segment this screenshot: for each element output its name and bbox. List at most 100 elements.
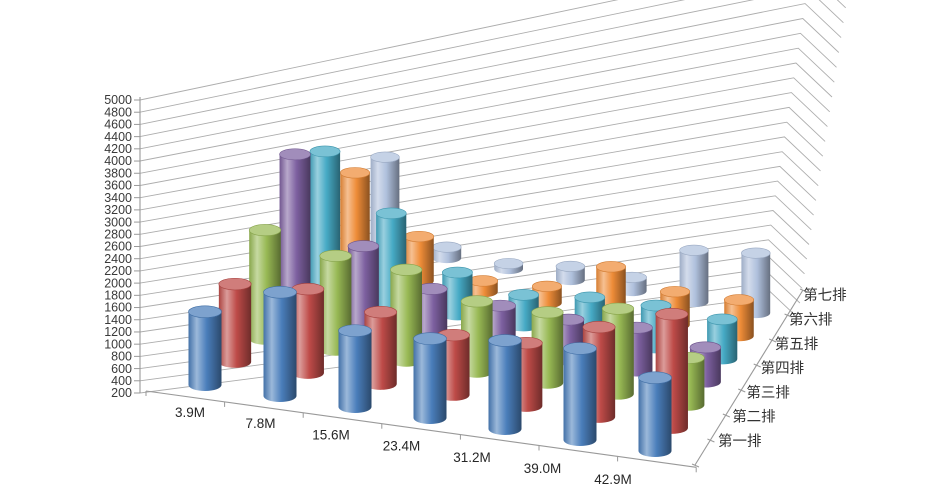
cylinder-top xyxy=(248,224,282,237)
gridline xyxy=(139,180,814,284)
cylinder-body xyxy=(188,311,222,391)
cylinder-top xyxy=(493,258,524,270)
cylinder-top xyxy=(403,230,435,243)
cylinder-top xyxy=(338,324,372,337)
cylinder-body xyxy=(638,377,672,457)
value-axis-label: 2800 xyxy=(104,227,132,241)
cylinder-top xyxy=(640,299,672,312)
cylinder-top xyxy=(531,306,564,319)
value-axis-label: 5000 xyxy=(104,93,132,107)
cylinder-top xyxy=(706,313,738,326)
cylinder-body xyxy=(416,288,448,344)
value-axis-label: 3800 xyxy=(104,166,132,180)
cylinder-第一排-7.8M[interactable] xyxy=(263,285,297,402)
cylinder-top xyxy=(432,241,462,253)
value-axis-label: 2000 xyxy=(104,276,132,290)
cylinder-第一排-3.9M[interactable] xyxy=(188,305,222,391)
cylinder-第二排-3.9M[interactable] xyxy=(218,277,252,368)
gridline xyxy=(139,0,847,113)
cylinder-第五排-23.4M[interactable] xyxy=(508,289,539,332)
gridline xyxy=(139,165,817,272)
cylinder-top xyxy=(741,247,771,259)
cylinder-第六排-15.6M[interactable] xyxy=(467,275,499,298)
value-axis-label: 3200 xyxy=(104,203,132,217)
gridline xyxy=(139,32,837,162)
cylinder-top xyxy=(218,277,252,291)
cylinder-top xyxy=(655,307,689,321)
depth-axis-label: 第一排 xyxy=(718,432,762,450)
cylinder-top xyxy=(339,167,371,179)
cylinder-top xyxy=(319,249,352,262)
value-axis-label: 1000 xyxy=(104,337,132,351)
depth-axis-label: 第六排 xyxy=(789,311,833,329)
cylinder-第一排-39.0M[interactable] xyxy=(563,342,597,446)
cylinder-top xyxy=(375,207,407,220)
cylinder-第六排-23.4M[interactable] xyxy=(531,280,563,309)
cylinder-top xyxy=(601,302,635,315)
cylinder-top xyxy=(370,151,400,163)
cylinder-top xyxy=(460,295,493,308)
cylinder-body xyxy=(364,312,397,390)
category-axis-label: 7.8M xyxy=(245,416,275,431)
cylinder-body xyxy=(291,289,324,379)
cylinders-group xyxy=(188,145,771,457)
depth-axis-tick xyxy=(722,413,731,418)
cylinder-body xyxy=(563,348,597,446)
cylinder-第二排-7.8M[interactable] xyxy=(291,282,325,379)
cylinder-body xyxy=(279,154,311,322)
cylinder-top xyxy=(582,320,616,334)
category-axis-label: 39.0M xyxy=(524,461,562,476)
gridline xyxy=(139,106,826,223)
category-axis: 3.9M 7.8M 15.6M 23.4M 31.2M 39.0M 42.9M xyxy=(145,390,697,487)
cylinder-第一排-23.4M[interactable] xyxy=(413,332,447,424)
cylinder-body xyxy=(338,330,372,413)
cylinder-top xyxy=(531,280,563,292)
gridline xyxy=(139,0,844,125)
cylinder-第七排-23.4M[interactable] xyxy=(555,260,586,286)
cylinder-第一排-31.2M[interactable] xyxy=(488,334,522,435)
value-axis-label: 3000 xyxy=(104,215,132,229)
cylinder-top xyxy=(595,261,627,273)
gridline xyxy=(139,121,824,235)
value-axis-label: 4000 xyxy=(104,154,132,168)
gridline xyxy=(139,92,828,211)
value-axis: 2004006008001000120014001600180020002200… xyxy=(104,93,141,400)
cylinder-top xyxy=(263,285,297,299)
cylinder-top xyxy=(347,240,380,253)
value-axis-label: 2600 xyxy=(104,240,132,254)
gridline xyxy=(139,3,842,138)
cylinder-top xyxy=(188,305,222,318)
depth-axis-label: 第二排 xyxy=(732,408,776,426)
gridline xyxy=(139,47,835,174)
gridline xyxy=(139,62,833,186)
value-axis-label: 2200 xyxy=(104,264,132,278)
cylinder-body xyxy=(488,340,522,435)
cylinder-top xyxy=(441,266,473,279)
cylinder-top xyxy=(413,332,447,345)
cylinder-body xyxy=(263,292,297,402)
cylinder-第一排-15.6M[interactable] xyxy=(338,324,372,413)
cylinder-第一排-42.9M[interactable] xyxy=(638,371,672,457)
depth-axis-tick xyxy=(799,288,808,293)
value-axis-label: 800 xyxy=(111,350,132,364)
value-axis-label: 400 xyxy=(111,374,132,388)
category-axis-label: 15.6M xyxy=(312,427,350,442)
cylinder-body xyxy=(413,338,447,424)
depth-axis: 第一排 第二排 第三排 第四排 第五排 第六排 第七排 xyxy=(691,286,847,468)
cylinder-第七排-7.8M[interactable] xyxy=(432,241,462,264)
cylinder-top xyxy=(574,291,606,304)
depth-axis-label: 第五排 xyxy=(775,335,819,353)
cylinder-第四排-3.9M[interactable] xyxy=(279,148,311,322)
cylinder-body xyxy=(508,294,539,332)
category-axis-label: 42.9M xyxy=(594,472,632,487)
cylinder-top xyxy=(638,371,672,384)
value-axis-label: 4200 xyxy=(104,142,132,156)
cylinder-body xyxy=(532,286,562,309)
gridline xyxy=(139,0,619,101)
cylinder-第七排-15.6M[interactable] xyxy=(493,258,524,275)
cylinder-top xyxy=(723,294,755,306)
cylinder-第二排-15.6M[interactable] xyxy=(364,305,398,390)
category-axis-label: 23.4M xyxy=(383,439,421,454)
